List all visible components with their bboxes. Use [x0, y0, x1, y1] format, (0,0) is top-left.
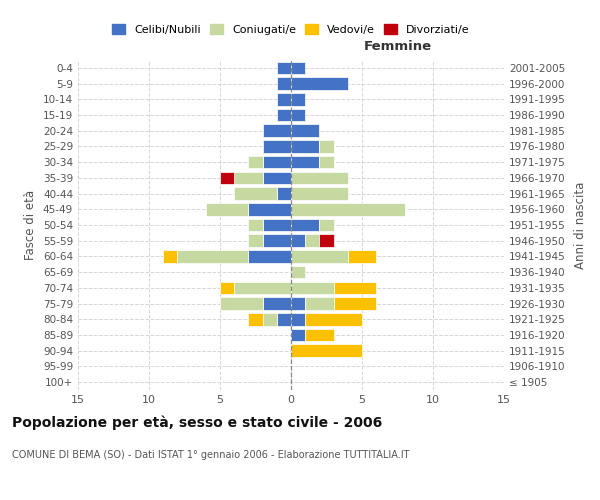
Bar — [277, 108, 291, 122]
Bar — [291, 124, 319, 137]
Bar — [263, 124, 291, 137]
Bar — [220, 172, 234, 184]
Bar — [248, 203, 291, 215]
Bar — [305, 313, 362, 326]
Bar — [248, 156, 263, 168]
Bar — [291, 282, 334, 294]
Text: Popolazione per età, sesso e stato civile - 2006: Popolazione per età, sesso e stato civil… — [12, 415, 382, 430]
Bar — [291, 344, 362, 357]
Bar — [291, 218, 319, 232]
Bar — [334, 282, 376, 294]
Bar — [291, 234, 305, 247]
Bar — [291, 156, 319, 168]
Bar — [263, 313, 277, 326]
Bar — [277, 93, 291, 106]
Bar — [248, 218, 263, 232]
Bar — [234, 282, 291, 294]
Bar — [291, 62, 305, 74]
Bar — [206, 203, 248, 215]
Text: Femmine: Femmine — [364, 40, 431, 54]
Bar — [234, 188, 277, 200]
Bar — [263, 156, 291, 168]
Bar — [163, 250, 178, 262]
Bar — [291, 78, 348, 90]
Bar — [291, 266, 305, 278]
Bar — [319, 234, 334, 247]
Bar — [277, 188, 291, 200]
Bar — [291, 108, 305, 122]
Bar — [263, 234, 291, 247]
Bar — [178, 250, 248, 262]
Bar — [305, 328, 334, 342]
Bar — [220, 282, 234, 294]
Bar — [220, 298, 263, 310]
Bar — [248, 313, 263, 326]
Bar — [291, 250, 348, 262]
Bar — [305, 298, 334, 310]
Bar — [291, 172, 348, 184]
Text: COMUNE DI BEMA (SO) - Dati ISTAT 1° gennaio 2006 - Elaborazione TUTTITALIA.IT: COMUNE DI BEMA (SO) - Dati ISTAT 1° genn… — [12, 450, 409, 460]
Bar — [291, 203, 404, 215]
Bar — [277, 62, 291, 74]
Bar — [234, 172, 263, 184]
Bar — [348, 250, 376, 262]
Bar — [319, 218, 334, 232]
Bar — [263, 140, 291, 152]
Bar — [291, 298, 305, 310]
Bar — [263, 172, 291, 184]
Y-axis label: Anni di nascita: Anni di nascita — [574, 182, 587, 268]
Bar — [291, 93, 305, 106]
Bar — [291, 328, 305, 342]
Bar — [248, 234, 263, 247]
Bar — [291, 188, 348, 200]
Bar — [248, 250, 291, 262]
Bar — [263, 218, 291, 232]
Legend: Celibi/Nubili, Coniugati/e, Vedovi/e, Divorziati/e: Celibi/Nubili, Coniugati/e, Vedovi/e, Di… — [108, 20, 474, 39]
Bar — [319, 140, 334, 152]
Bar — [291, 313, 305, 326]
Bar — [277, 313, 291, 326]
Bar — [305, 234, 319, 247]
Bar — [319, 156, 334, 168]
Bar — [291, 140, 319, 152]
Bar — [334, 298, 376, 310]
Bar — [263, 298, 291, 310]
Y-axis label: Fasce di età: Fasce di età — [25, 190, 37, 260]
Bar — [277, 78, 291, 90]
